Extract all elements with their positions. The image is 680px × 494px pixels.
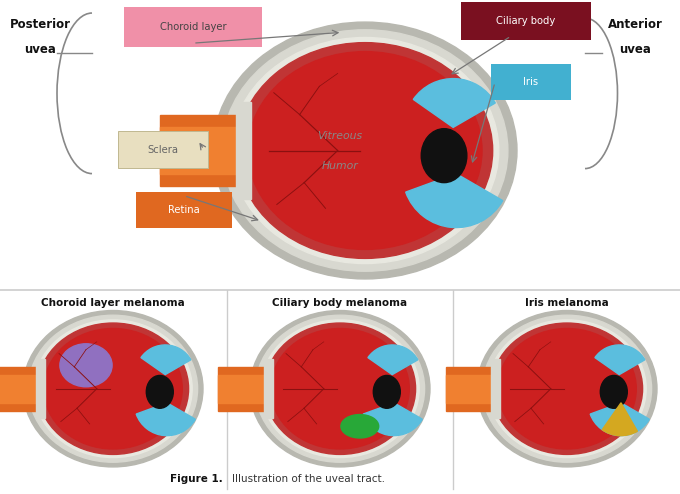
FancyBboxPatch shape <box>136 192 232 228</box>
Bar <box>264 359 273 418</box>
Text: Choroid layer: Choroid layer <box>160 22 226 32</box>
Text: Retina: Retina <box>168 205 200 215</box>
Text: Ciliary body: Ciliary body <box>496 16 556 26</box>
Bar <box>160 127 243 173</box>
Wedge shape <box>413 79 495 127</box>
Text: Figure 1.: Figure 1. <box>170 474 223 484</box>
Ellipse shape <box>23 311 203 467</box>
Ellipse shape <box>213 22 517 279</box>
Ellipse shape <box>60 344 112 387</box>
Ellipse shape <box>482 315 651 462</box>
Text: Iris: Iris <box>524 77 539 87</box>
FancyBboxPatch shape <box>118 131 208 167</box>
Bar <box>490 359 500 418</box>
Wedge shape <box>590 403 649 436</box>
Bar <box>445 367 495 411</box>
Wedge shape <box>141 345 191 374</box>
Ellipse shape <box>29 315 198 462</box>
Text: Vitreous: Vitreous <box>318 131 362 141</box>
Ellipse shape <box>37 323 188 454</box>
Ellipse shape <box>600 375 627 408</box>
Bar <box>37 359 46 418</box>
Text: Humor: Humor <box>322 161 358 170</box>
Wedge shape <box>602 403 637 436</box>
Ellipse shape <box>265 323 415 454</box>
Ellipse shape <box>146 375 173 408</box>
Ellipse shape <box>492 323 643 454</box>
Bar <box>0 367 41 411</box>
Ellipse shape <box>34 320 192 457</box>
Ellipse shape <box>250 311 430 467</box>
Bar <box>160 115 243 186</box>
Ellipse shape <box>271 329 409 449</box>
Wedge shape <box>595 345 645 374</box>
FancyBboxPatch shape <box>461 2 591 40</box>
Text: Iris melanoma: Iris melanoma <box>525 298 609 308</box>
Wedge shape <box>368 345 418 374</box>
Ellipse shape <box>477 311 657 467</box>
Ellipse shape <box>256 315 424 462</box>
Bar <box>218 367 268 411</box>
Ellipse shape <box>373 375 401 408</box>
Ellipse shape <box>421 128 467 183</box>
FancyBboxPatch shape <box>491 64 571 100</box>
Bar <box>445 374 495 403</box>
Ellipse shape <box>341 414 379 438</box>
Text: Anterior: Anterior <box>607 18 662 31</box>
Wedge shape <box>363 403 422 436</box>
Ellipse shape <box>237 42 493 258</box>
FancyBboxPatch shape <box>124 7 262 47</box>
Text: Sclera: Sclera <box>148 145 178 155</box>
Text: Choroid layer melanoma: Choroid layer melanoma <box>41 298 185 308</box>
Wedge shape <box>136 403 195 436</box>
Bar <box>218 374 268 403</box>
Text: uvea: uvea <box>619 43 651 56</box>
Ellipse shape <box>498 329 636 449</box>
Ellipse shape <box>44 329 182 449</box>
Text: Posterior: Posterior <box>10 18 71 31</box>
Ellipse shape <box>248 51 482 249</box>
Bar <box>0 374 41 403</box>
Wedge shape <box>406 173 503 228</box>
Ellipse shape <box>222 30 508 271</box>
Ellipse shape <box>231 38 498 263</box>
Text: Illustration of the uveal tract.: Illustration of the uveal tract. <box>232 474 385 484</box>
Ellipse shape <box>261 320 419 457</box>
Ellipse shape <box>488 320 646 457</box>
Bar <box>236 102 251 199</box>
Text: uvea: uvea <box>24 43 56 56</box>
Text: Ciliary body melanoma: Ciliary body melanoma <box>273 298 407 308</box>
